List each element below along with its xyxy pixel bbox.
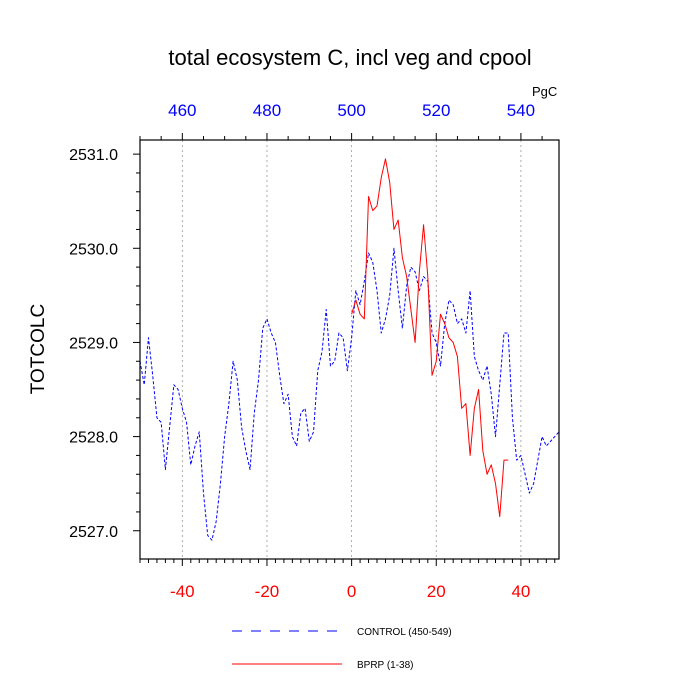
axis-ticks — [133, 133, 556, 566]
series-layer — [139, 158, 560, 541]
y-tick-labels: 2527.0 2528.0 2529.0 2530.0 2531.0 — [69, 147, 118, 541]
legend: CONTROL (450-549) BPRP (1-38) — [232, 627, 452, 671]
vertical-gridlines — [181, 140, 522, 559]
x-tick-labels-top: 460 480 500 520 540 — [168, 101, 535, 120]
y-tick-label: 2531.0 — [69, 147, 118, 164]
y-tick-label: 2530.0 — [69, 241, 118, 258]
y-tick-label: 2529.0 — [69, 335, 118, 352]
series-control-line — [139, 247, 560, 541]
legend-label-control: CONTROL (450-549) — [357, 627, 452, 638]
y-tick-label: 2528.0 — [69, 430, 118, 447]
x-tick-label-bottom: -20 — [255, 582, 280, 601]
x-tick-label-bottom: -40 — [170, 582, 195, 601]
x-tick-label-top: 460 — [168, 101, 196, 120]
x-tick-label-bottom: 0 — [347, 582, 356, 601]
x-tick-label-top: 480 — [253, 101, 281, 120]
series-bprp-line — [351, 158, 509, 518]
x-tick-labels-bottom: -40 -20 0 20 40 — [170, 582, 530, 601]
top-axis-units: PgC — [532, 84, 557, 99]
x-tick-label-bottom: 40 — [511, 582, 530, 601]
legend-label-bprp: BPRP (1-38) — [357, 660, 414, 671]
x-tick-label-bottom: 20 — [427, 582, 446, 601]
chart-title: total ecosystem C, incl veg and cpool — [168, 45, 531, 70]
x-tick-label-top: 540 — [507, 101, 535, 120]
plot-frame — [139, 139, 560, 560]
y-axis-label: TOTCOLC — [28, 304, 49, 394]
x-tick-label-top: 500 — [337, 101, 365, 120]
y-tick-label: 2527.0 — [69, 524, 118, 541]
x-tick-label-top: 520 — [422, 101, 450, 120]
